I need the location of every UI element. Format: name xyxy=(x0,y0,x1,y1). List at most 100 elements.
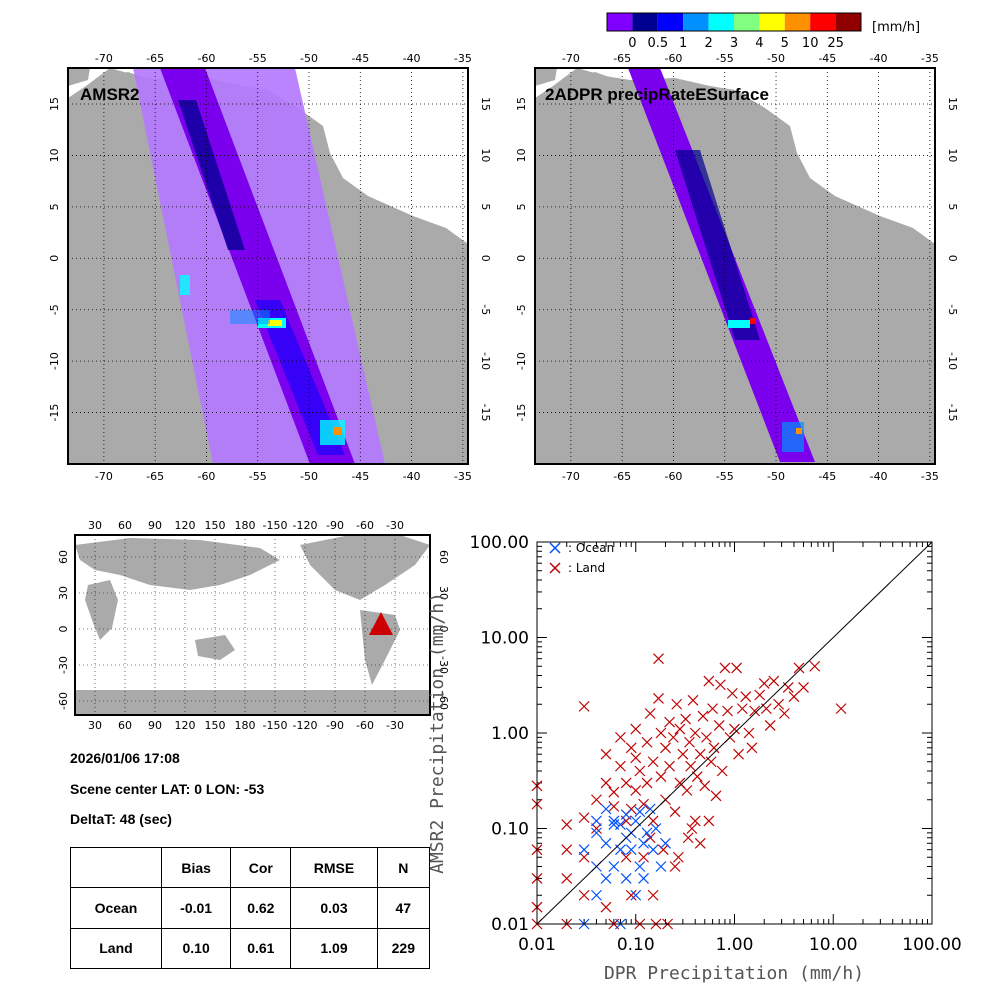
land-eurasia xyxy=(75,538,280,590)
lon-label-bottom: -35 xyxy=(921,470,939,483)
lon-label-top: -35 xyxy=(454,52,472,65)
colorbar-label: 4 xyxy=(755,36,763,51)
lat-label-right: -15 xyxy=(946,404,959,422)
scatter-point-land xyxy=(682,832,694,844)
lon-label-top: -60 xyxy=(664,52,682,65)
lon-label-bottom: -70 xyxy=(562,470,580,483)
scatter-point-land xyxy=(746,742,758,754)
scatter-point-land xyxy=(701,731,712,743)
colorbar-swatch xyxy=(607,13,633,31)
lon-label-top: -70 xyxy=(95,52,113,65)
scatter-point-land xyxy=(773,698,785,710)
scatter-point-land xyxy=(669,806,681,818)
scatter-point-land xyxy=(578,812,590,824)
lat-label-left: 60 xyxy=(57,550,70,564)
lon-label-bottom: -40 xyxy=(870,470,888,483)
lon-label-top: -45 xyxy=(351,52,369,65)
lat-label-right: -5 xyxy=(946,304,959,315)
lat-label-left: 10 xyxy=(48,148,61,162)
colorbar-swatch xyxy=(683,13,709,31)
lon-label-bottom: 60 xyxy=(118,719,132,732)
lon-label-top: -30 xyxy=(386,519,404,532)
scatter-point-land xyxy=(638,798,649,810)
scatter-point-land xyxy=(578,889,590,901)
lat-label-right: 30 xyxy=(437,586,450,600)
scatter-point-ocean xyxy=(644,803,656,815)
lat-label-left: 5 xyxy=(515,203,528,210)
rain-cell xyxy=(728,320,750,328)
scatter-point-land xyxy=(647,889,659,901)
scatter-point-land xyxy=(809,660,821,672)
colorbar-swatch xyxy=(784,13,811,31)
scatter-point-land xyxy=(600,777,612,789)
scatter-point-land xyxy=(638,851,649,863)
lon-label-top: -40 xyxy=(870,52,888,65)
scene-location-marker xyxy=(369,612,393,635)
lat-label-left: -10 xyxy=(515,352,528,370)
lat-label-right: -30 xyxy=(437,656,450,674)
lon-label-bottom: -120 xyxy=(293,719,318,732)
lon-label-bottom: -30 xyxy=(386,719,404,732)
lon-label-top: 90 xyxy=(148,519,162,532)
scatter-point-land xyxy=(655,771,667,782)
scatter-point-land xyxy=(630,752,642,764)
lat-label-left: 30 xyxy=(57,586,70,600)
scatter-point-ocean xyxy=(638,873,649,884)
lon-label-top: -55 xyxy=(249,52,267,65)
scatter-point-land xyxy=(691,771,703,782)
scatter-point-land xyxy=(641,736,653,748)
lat-label-right: 15 xyxy=(946,97,959,111)
scatter-point-land xyxy=(655,727,667,739)
lon-label-top: -60 xyxy=(356,519,374,532)
scatter-point-land xyxy=(713,720,725,731)
lat-label-right: 5 xyxy=(479,203,492,210)
y-tick-label: 0.10 xyxy=(491,820,529,840)
scatter-point-land xyxy=(591,823,602,834)
scatter-point-land xyxy=(620,777,632,789)
map-frame xyxy=(67,67,469,465)
scatter-point-land xyxy=(733,748,745,760)
scatter-point-ocean xyxy=(600,873,612,884)
rain-cell xyxy=(255,300,345,455)
lon-label-bottom: 180 xyxy=(235,719,256,732)
scatter-point-land xyxy=(660,742,671,754)
legend-land-label: : Land xyxy=(568,561,605,575)
scatter-point-ocean xyxy=(638,837,649,849)
scatter-point-land xyxy=(667,731,679,743)
scatter-point-land xyxy=(664,760,675,772)
scatter-point-land xyxy=(591,794,602,806)
scatter-point-ocean xyxy=(620,873,632,884)
lat-label-right: -10 xyxy=(479,352,492,370)
colorbar: 0 0.5 1 2 3 4 5 10 25 xyxy=(606,12,862,51)
one-to-one-line xyxy=(536,541,933,925)
rain-cell xyxy=(178,100,245,250)
lon-label-bottom: 30 xyxy=(88,719,102,732)
scatter-point-land xyxy=(705,756,717,768)
lon-label-top: 30 xyxy=(88,519,102,532)
lon-label-top: -60 xyxy=(197,52,215,65)
x-tick-label: 0.01 xyxy=(518,935,556,955)
scatter-point-land xyxy=(630,723,642,735)
land-south-america xyxy=(360,610,400,685)
x-tick-label: 1.00 xyxy=(716,935,754,955)
scatter-point-ocean xyxy=(647,844,659,856)
scatter-point-land xyxy=(694,837,706,849)
y-axis-label: AMSR2 Precipitation (mm/h) xyxy=(427,592,448,874)
rain-cell xyxy=(268,320,282,326)
lon-label-bottom: -55 xyxy=(716,470,734,483)
rain-cell xyxy=(796,428,802,434)
scatter-point-land xyxy=(764,720,776,731)
lon-label-top: -150 xyxy=(263,519,288,532)
scatter-point-ocean xyxy=(650,823,662,834)
scatter-point-land xyxy=(788,691,800,703)
header-cor: Cor xyxy=(230,846,292,889)
scatter-point-land xyxy=(685,760,697,772)
lat-label-right: 0 xyxy=(946,255,959,262)
lat-label-left: -5 xyxy=(515,304,528,315)
scatter-point-land xyxy=(694,748,706,760)
header-n: N xyxy=(376,846,431,889)
scatter-point-land xyxy=(674,723,686,735)
lat-label-right: -60 xyxy=(437,692,450,710)
scatter-point-ocean xyxy=(591,815,602,827)
colorbar-label: 25 xyxy=(827,36,844,51)
